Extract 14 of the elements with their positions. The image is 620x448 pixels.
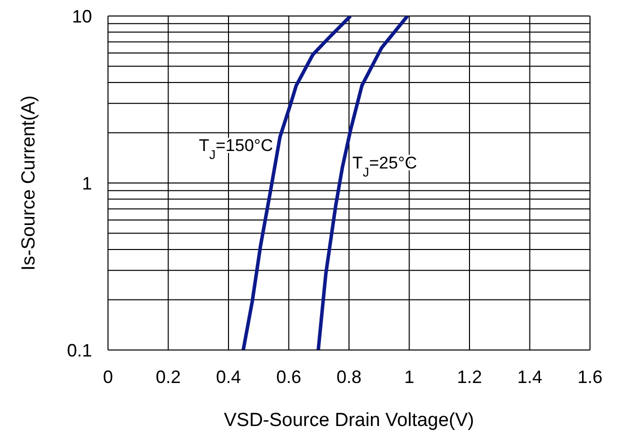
- y-tick-label: 1: [82, 173, 92, 194]
- x-tick-label: 0.6: [276, 366, 302, 387]
- x-tick-label: 1.6: [577, 366, 603, 387]
- y-tick-label: 10: [72, 6, 92, 26]
- x-tick-label: 0: [102, 366, 114, 387]
- y-tick-label: 0.1: [66, 340, 92, 360]
- x-tick-label: 0.4: [216, 366, 242, 387]
- x-axis-title: VSD-Source Drain Voltage(V): [224, 410, 474, 431]
- y-axis-title: Is-Source Current(A): [18, 95, 40, 271]
- x-tick-label: 1.2: [456, 366, 482, 387]
- x-tick-label: 0.8: [336, 366, 362, 387]
- x-tick-label: 1: [404, 366, 414, 387]
- x-tick-label: 0.2: [156, 366, 181, 387]
- x-tick-label: 1.4: [517, 366, 542, 387]
